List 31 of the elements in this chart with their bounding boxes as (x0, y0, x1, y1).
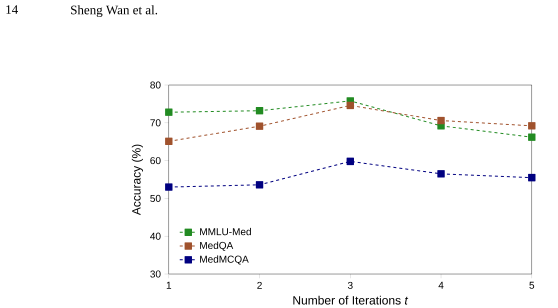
x-tick-label: 1 (166, 282, 172, 289)
legend-label: MedQA (200, 242, 234, 251)
y-tick-label: 70 (150, 119, 161, 126)
point (165, 138, 172, 146)
point (528, 122, 536, 130)
point (437, 116, 445, 124)
point (346, 102, 354, 110)
text: 14 (6, 5, 18, 14)
y-tick-label: 30 (150, 270, 161, 278)
point (256, 122, 264, 130)
x-axis-title: Number of Iterations t (293, 296, 408, 305)
y-tick-label: 80 (150, 82, 161, 89)
y-tick-label: 60 (150, 157, 161, 164)
y-tick-label: 50 (150, 194, 161, 202)
point (165, 183, 172, 191)
x-tick-label: 5 (529, 282, 534, 289)
point (256, 181, 264, 189)
point (528, 174, 536, 182)
point (528, 134, 536, 141)
point (165, 108, 172, 116)
legend-label: MMLU-Med (200, 228, 251, 236)
x-tick-label: 3 (348, 282, 353, 289)
text: Sheng Wan et al. (71, 5, 158, 18)
x-tick-label: 2 (257, 282, 262, 289)
point (256, 107, 264, 114)
legend-label: MedMCQA (200, 255, 249, 265)
point (437, 170, 445, 178)
y-axis-title: Accuracy (%) (132, 144, 144, 216)
point (346, 158, 354, 166)
y-tick-label: 40 (150, 232, 161, 240)
x-tick-label: 4 (438, 282, 444, 289)
